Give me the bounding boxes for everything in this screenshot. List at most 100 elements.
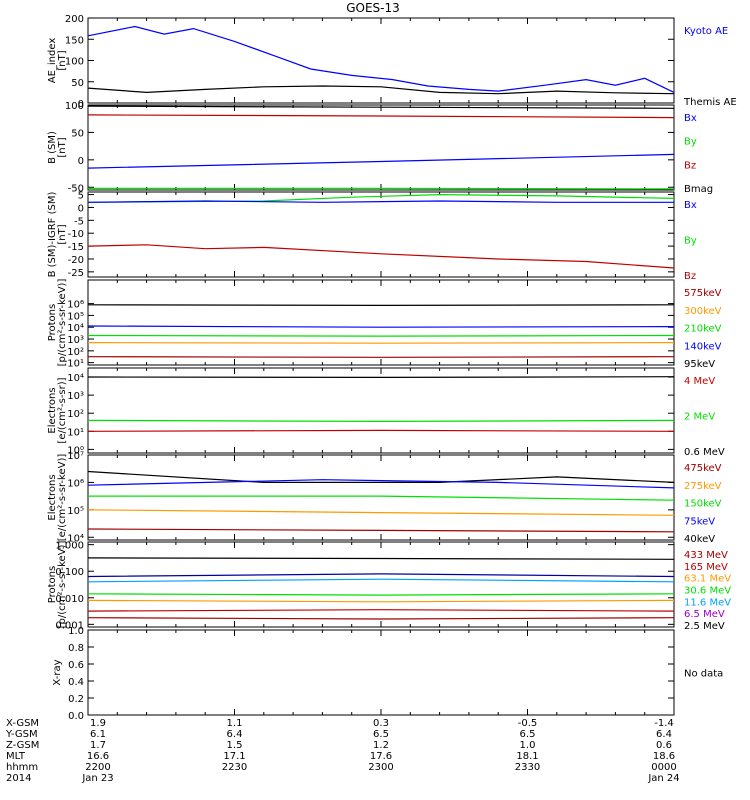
panel-frame <box>87 279 675 366</box>
series-line-575kev <box>87 356 675 358</box>
panel-frame <box>87 17 675 104</box>
y-axis-label: [p/(cm²-s-sr-keV)] <box>57 541 68 629</box>
series-line-bmag <box>87 105 675 109</box>
y-tick-label: 0.2 <box>68 694 84 705</box>
series-line-bx <box>87 200 674 203</box>
legend-entry: By <box>684 137 697 148</box>
series-line-165-mev <box>87 609 675 612</box>
x-axis-value: 0.6 <box>656 740 672 751</box>
legend-entry: Bmag <box>684 184 713 195</box>
y-axis-label: [p/(cm²-s-sr-keV)] <box>57 279 68 367</box>
y-axis-label: [nT] <box>57 137 68 157</box>
x-axis-value: Jan 24 <box>647 773 679 784</box>
series-line-bx <box>87 153 675 169</box>
y-tick-label: 1.0 <box>68 626 84 637</box>
series-line-kyoto-ae <box>87 25 675 93</box>
y-tick-label: 100 <box>65 57 84 68</box>
legend-entry: 275keV <box>684 481 722 492</box>
panel-frame <box>87 629 675 716</box>
y-tick-label: 50 <box>71 78 84 89</box>
series-line-themis-ae <box>87 85 675 95</box>
legend-entry: By <box>684 236 697 247</box>
y-axis-label: B (SM) <box>47 131 58 164</box>
y-tick-label: 0 <box>78 156 84 167</box>
x-axis-value: -1.4 <box>654 718 674 729</box>
series-line-475kev <box>87 528 675 533</box>
y-tick-label: 0.6 <box>68 660 84 671</box>
x-axis-value: 1.9 <box>90 718 106 729</box>
y-tick-label: 10² <box>67 347 84 358</box>
legend-entry: 165 MeV <box>684 562 728 573</box>
panel-7: 0.001 0.010 0.100 1.000 Protons [p/(cm²-s-sr-… <box>47 541 731 632</box>
series-line-63.1-mev <box>87 599 675 603</box>
legend-entry: 433 MeV <box>684 550 728 561</box>
y-axis-label: [nT] <box>57 50 68 70</box>
x-axis-value: 0000 <box>651 762 676 773</box>
legend-entry: 63.1 MeV <box>684 574 731 585</box>
legend-entry: 140keV <box>684 341 722 352</box>
panel-2: -50 0 50 100 B (SM) [nT] Bx By Bz Bmag <box>47 101 713 195</box>
x-axis-value: 6.1 <box>90 729 106 740</box>
legend-entry: Bz <box>684 160 696 171</box>
x-axis-row-label: hhmm <box>6 762 38 773</box>
x-axis-value: 1.2 <box>373 740 389 751</box>
series-line-by <box>88 187 675 190</box>
legend-entry: Bz <box>684 271 696 282</box>
y-tick-label: -25 <box>68 268 84 279</box>
legend-entry: 475keV <box>684 463 722 474</box>
y-tick-label: 150 <box>65 35 84 46</box>
x-axis-row-label: X-GSM <box>6 718 39 729</box>
panel-frame <box>87 104 675 191</box>
series-line-140kev <box>87 325 675 328</box>
x-axis-value: 2200 <box>85 762 110 773</box>
series-line-433-mev <box>87 617 675 620</box>
legend-entry: 210keV <box>684 324 722 335</box>
x-axis-value: 18.1 <box>516 751 538 762</box>
x-axis-value: -0.5 <box>518 718 538 729</box>
y-tick-label: 100 <box>65 101 84 112</box>
y-tick-label: -5 <box>74 216 84 227</box>
x-axis-row-label: Z-GSM <box>6 740 39 751</box>
series-line-bz <box>87 114 675 119</box>
legend-entry: 40keV <box>684 534 715 545</box>
y-tick-label: 0 <box>78 203 84 214</box>
legend-entry: Themis AE <box>683 97 737 108</box>
x-axis-row-label: Y-GSM <box>5 729 38 740</box>
y-tick-label: 1.000 <box>55 541 84 552</box>
x-axis-value: 6.5 <box>520 729 536 740</box>
series-line-40kev <box>87 470 675 483</box>
legend-entry: 300keV <box>684 306 722 317</box>
y-tick-label: -15 <box>68 242 84 253</box>
y-tick-label: 0.001 <box>55 620 84 631</box>
y-tick-label: 10³ <box>67 391 84 402</box>
series-line-75kev <box>87 479 675 489</box>
x-axis-value: 6.5 <box>373 729 389 740</box>
y-axis-label: Electrons <box>47 387 58 433</box>
series-line-150kev <box>88 495 675 501</box>
y-tick-label: 0.8 <box>68 643 84 654</box>
x-axis-value: 16.6 <box>87 751 109 762</box>
series-line-0.6-mev <box>87 376 675 378</box>
y-tick-label: 0.0 <box>68 711 84 722</box>
y-tick-label: 10⁵ <box>67 506 84 517</box>
series-line-210kev <box>87 334 675 337</box>
y-axis-label: AE_index <box>47 38 58 84</box>
y-axis-label: Protons <box>47 304 58 341</box>
x-axis-value: 1.0 <box>520 740 536 751</box>
series-line-4-mev <box>87 429 675 432</box>
legend-entry: 575keV <box>684 288 722 299</box>
panel-frame <box>87 454 675 541</box>
panel-5: 10⁰ 10¹ 10² 10³ 10⁴ Electrons [e/(cm²-s-sr)] 4 … <box>47 367 725 458</box>
legend-entry: 30.6 MeV <box>684 586 731 597</box>
x-axis-value: 18.6 <box>653 751 675 762</box>
y-tick-label: 10⁴ <box>67 373 84 384</box>
y-tick-label: 10⁷ <box>67 451 84 462</box>
y-tick-label: 10⁶ <box>67 478 84 489</box>
legend-entry: 95keV <box>684 359 715 370</box>
y-axis-label: Electrons <box>47 474 58 520</box>
legend-entry: 150keV <box>684 499 722 510</box>
legend-entry: 2.5 MeV <box>684 621 725 632</box>
y-tick-label: 50 <box>71 128 84 139</box>
y-tick-label: 10⁰ <box>67 445 84 456</box>
series-line-2-mev <box>87 419 675 422</box>
